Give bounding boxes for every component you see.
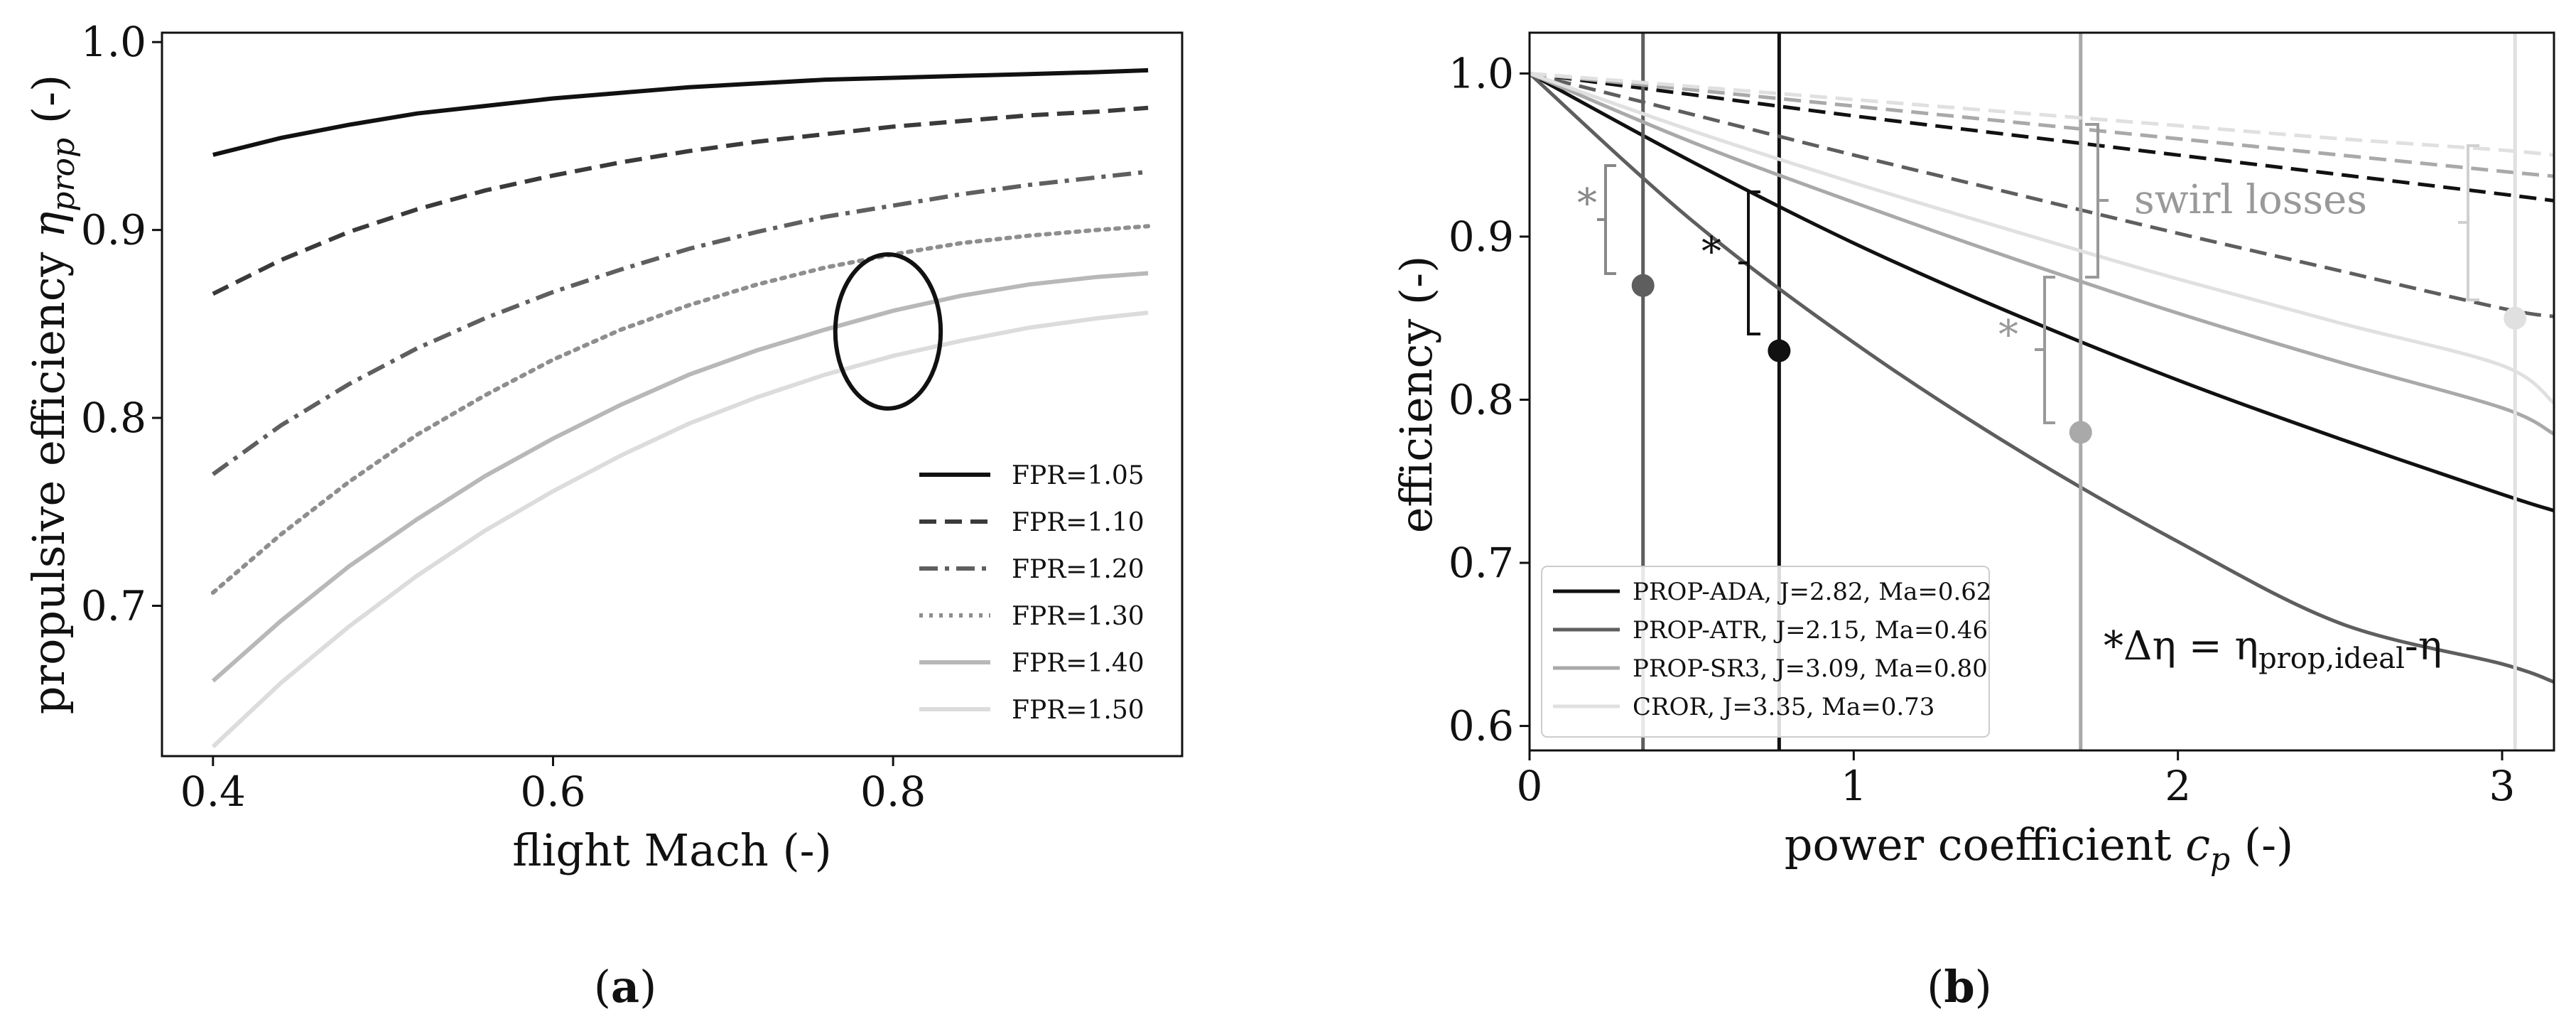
total-efficiency-line-3 (1530, 72, 2554, 405)
legend-label: FPR=1.40 (1012, 649, 1144, 678)
bracket-atr (1597, 164, 1616, 275)
asterisk-ada: * (1701, 229, 1721, 275)
panel-b-x-ticks: 0 1 2 3 (1517, 750, 2516, 810)
panel-b-legend: PROP-ADA, J=2.82, Ma=0.62 PROP-ATR, J=2.1… (1541, 566, 1992, 738)
operating-point-1 (1631, 274, 1655, 297)
legend-label: FPR=1.30 (1012, 602, 1144, 631)
bracket-cror (2458, 144, 2479, 301)
operating-point-2 (2069, 421, 2092, 444)
y-tick-label: 0.9 (81, 206, 146, 254)
panel-b-brackets (1597, 123, 2479, 424)
y-tick-label: 1.0 (81, 18, 146, 66)
series-line-fpr-2 (212, 169, 1149, 476)
panel-b-y-ticks: 0.6 0.7 0.8 0.9 1.0 (1449, 49, 1530, 750)
legend-label: PROP-SR3, J=3.09, Ma=0.80 (1633, 654, 1988, 683)
y-tick-label: 1.0 (1449, 49, 1514, 97)
legend-label: PROP-ATR, J=2.15, Ma=0.46 (1633, 616, 1988, 645)
y-tick-label: 0.8 (81, 394, 146, 442)
panel-b-y-axis-label: efficiency (-) (1390, 256, 1442, 534)
series-line-fpr-4 (211, 271, 1149, 683)
panel-a-legend: FPR=1.05 FPR=1.10 FPR=1.20 FPR=1.30 FPR=1.40… (894, 441, 1171, 746)
legend-label: PROP-ADA, J=2.82, Ma=0.62 (1633, 578, 1992, 606)
panel-a-x-ticks: 0.4 0.6 0.8 (180, 756, 926, 816)
swirl-losses-label: swirl losses (2134, 177, 2367, 223)
x-tick-label: 0.8 (860, 767, 926, 816)
panel-b-plot-area (1530, 33, 2554, 750)
series-line-fpr-3 (210, 224, 1151, 595)
y-tick-label: 0.8 (1449, 375, 1514, 424)
total-efficiency-line-2 (1530, 72, 2554, 436)
legend-label: FPR=1.05 (1012, 461, 1144, 490)
series-line-fpr-1 (212, 105, 1149, 296)
ideal-efficiency-line-0 (1530, 71, 2554, 203)
y-tick-label: 0.9 (1449, 212, 1514, 261)
panel-b-x-axis-label: power coefficient cp (-) (1785, 819, 2294, 878)
panel-b-legend-frame (1541, 566, 1990, 738)
total-efficiency-line-0 (1530, 72, 2554, 512)
y-tick-label: 0.7 (81, 581, 146, 630)
panel-a-x-axis-label: flight Mach (-) (512, 824, 832, 876)
panel-a-axes-frame (161, 31, 1184, 758)
ideal-efficiency-line-3 (1530, 71, 2554, 157)
x-tick-label: 3 (2489, 762, 2516, 810)
total-efficiency-line-1 (1530, 72, 2554, 684)
series-line-fpr-0 (212, 68, 1149, 157)
legend-label: FPR=1.50 (1012, 696, 1144, 725)
panel-a-chart: 0.4 0.6 0.8 0.7 0.8 0.9 1.0 flight Mach (-) p… (23, 18, 1184, 1013)
panel-b-chart: swirl losses * * * *Δη = ηprop,ideal-η 0… (1390, 31, 2555, 1013)
ideal-efficiency-line-1 (1530, 71, 2554, 318)
panel-a-highlight-ellipse (833, 252, 943, 411)
legend-label: FPR=1.20 (1012, 555, 1144, 584)
panel-a-y-ticks: 0.7 0.8 0.9 1.0 (81, 18, 162, 630)
bracket-sr3 (2035, 276, 2055, 424)
y-tick-label: 0.7 (1449, 539, 1514, 587)
x-tick-label: 1 (1841, 762, 1867, 810)
panel-a-label: (a) (594, 961, 657, 1013)
asterisk-atr: * (1577, 181, 1597, 227)
ideal-efficiency-line-2 (1530, 71, 2554, 178)
panel-a-plot-area (210, 68, 1151, 748)
panel-b-label: (b) (1927, 961, 1992, 1013)
panel-a-y-axis-label: propulsive efficiency ηprop (-) (23, 75, 82, 714)
bracket-swirl (2085, 123, 2109, 279)
bracket-ada (1738, 190, 1760, 335)
legend-label: FPR=1.10 (1012, 508, 1144, 537)
y-tick-label: 0.6 (1449, 702, 1514, 750)
asterisk-sr3: * (1998, 312, 2018, 358)
operating-point-3 (2504, 306, 2527, 330)
delta-eta-definition: *Δη = ηprop,ideal-η (2104, 623, 2442, 675)
panel-b-axes-frame (1528, 31, 2555, 752)
legend-label: CROR, J=3.35, Ma=0.73 (1633, 693, 1934, 721)
panel-a-legend-frame (894, 441, 1171, 746)
series-line-fpr-5 (211, 311, 1149, 748)
x-tick-label: 0 (1517, 762, 1543, 810)
x-tick-label: 0.6 (520, 767, 585, 816)
x-tick-label: 2 (2165, 762, 2191, 810)
operating-point-0 (1768, 339, 1791, 362)
x-tick-label: 0.4 (180, 767, 246, 816)
